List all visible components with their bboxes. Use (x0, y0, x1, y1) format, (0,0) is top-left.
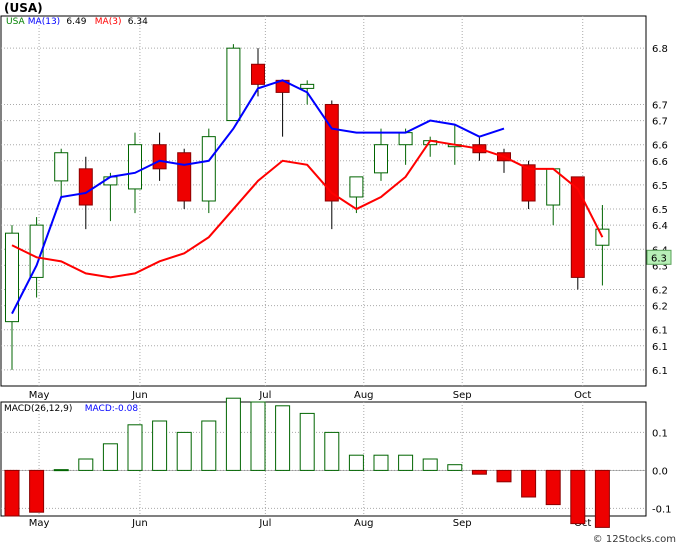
candle-body (570, 176, 585, 278)
ma-line-ma13 (11, 79, 505, 315)
candle (546, 168, 561, 226)
macd-bar (324, 431, 340, 471)
macd-bar (53, 469, 69, 472)
price-x-label: May (29, 390, 50, 401)
macd-bar (152, 420, 168, 471)
candle-body (54, 152, 69, 182)
candle-body (521, 164, 536, 202)
candle-body (226, 47, 241, 122)
price-legend-label: MA(3) (95, 17, 122, 27)
candle-body (349, 176, 364, 198)
macd-bar (521, 469, 537, 498)
price-x-label: Jul (258, 390, 271, 401)
price-tick-label: 6.7 (652, 117, 668, 128)
last-price-label: 6.3 (651, 253, 667, 264)
candle (54, 148, 69, 197)
macd-bar (299, 412, 315, 471)
price-tick-label: 6.6 (652, 157, 668, 168)
macd-bar (225, 397, 241, 471)
candle (374, 128, 388, 181)
candle-body (546, 168, 561, 206)
candle (177, 148, 192, 210)
price-x-label: Oct (574, 390, 591, 401)
price-x-label: Jun (131, 390, 148, 401)
last-price-box (646, 249, 672, 265)
price-legend-value: 6.49 (66, 17, 86, 27)
macd-legend-label: MACD(26,12,9) (4, 404, 72, 414)
candle-body (177, 152, 192, 202)
macd-bar (348, 454, 364, 471)
macd-bar (250, 401, 266, 471)
price-legend-value: 6.34 (128, 17, 148, 27)
price-tick-label: 6.5 (652, 181, 668, 192)
macd-x-label: Aug (354, 518, 374, 529)
macd-bar (102, 443, 118, 471)
price-tick-label: 6.3 (652, 261, 668, 272)
ma-line-ma3 (11, 139, 604, 279)
candle-body (398, 132, 413, 146)
macd-x-label: Sep (453, 518, 472, 529)
macd-bar (398, 454, 414, 471)
candle-body (201, 136, 216, 202)
macd-tick-label: -0.1 (652, 504, 672, 515)
candle-body (78, 168, 93, 206)
price-tick-label: 6.1 (652, 326, 668, 337)
price-tick-label: 6.5 (652, 205, 668, 216)
candle (398, 128, 413, 165)
candle-body (374, 144, 388, 174)
price-legend-label: USA (6, 17, 25, 27)
candle (5, 225, 19, 370)
price-tick-label: 6.1 (652, 366, 668, 377)
macd-bar (176, 431, 192, 471)
price-tick-label: 6.1 (652, 342, 668, 353)
macd-tick-label: 0.0 (652, 466, 668, 477)
candle (201, 128, 216, 214)
price-tick-label: 6.7 (652, 100, 668, 111)
macd-bar (496, 469, 512, 483)
macd-bar (201, 420, 217, 471)
price-tick-label: 6.2 (652, 285, 668, 296)
macd-bar (594, 469, 610, 528)
chart-title: (USA) (4, 1, 43, 15)
price-tick-label: 6.2 (652, 302, 668, 313)
macd-bar (127, 424, 143, 471)
macd-bar (422, 458, 438, 471)
macd-bar (4, 469, 20, 517)
price-tick-label: 6.6 (652, 141, 668, 152)
candle-body (128, 144, 142, 190)
macd-bar (471, 469, 487, 475)
macd-bar (275, 405, 291, 471)
candle (226, 44, 241, 122)
price-x-label: Sep (453, 390, 472, 401)
macd-bar (447, 464, 463, 471)
price-tick-label: 6.8 (652, 44, 668, 55)
macd-x-label: Jul (258, 518, 271, 529)
candle-body (251, 63, 265, 85)
candle (570, 176, 585, 290)
macd-bar (29, 469, 45, 513)
macd-x-label: Jun (131, 518, 148, 529)
candle-body (300, 83, 315, 89)
macd-bar (373, 454, 389, 471)
macd-tick-label: 0.1 (652, 428, 668, 439)
candle-body (5, 232, 19, 323)
macd-bar (545, 469, 561, 506)
price-x-label: Aug (354, 390, 374, 401)
candle-body (152, 144, 167, 170)
macd-bar (570, 469, 586, 525)
candle (251, 48, 265, 97)
price-panel-frame (0, 15, 647, 387)
price-tick-label: 6.4 (652, 221, 668, 232)
credit-text: © 12Stocks.com (593, 534, 676, 545)
macd-x-label: May (29, 518, 50, 529)
candle (349, 176, 364, 214)
macd-legend-label: MACD:-0.08 (85, 404, 139, 414)
macd-bar (78, 458, 94, 471)
price-legend-label: MA(13) (28, 17, 60, 27)
candle-body (29, 224, 44, 278)
